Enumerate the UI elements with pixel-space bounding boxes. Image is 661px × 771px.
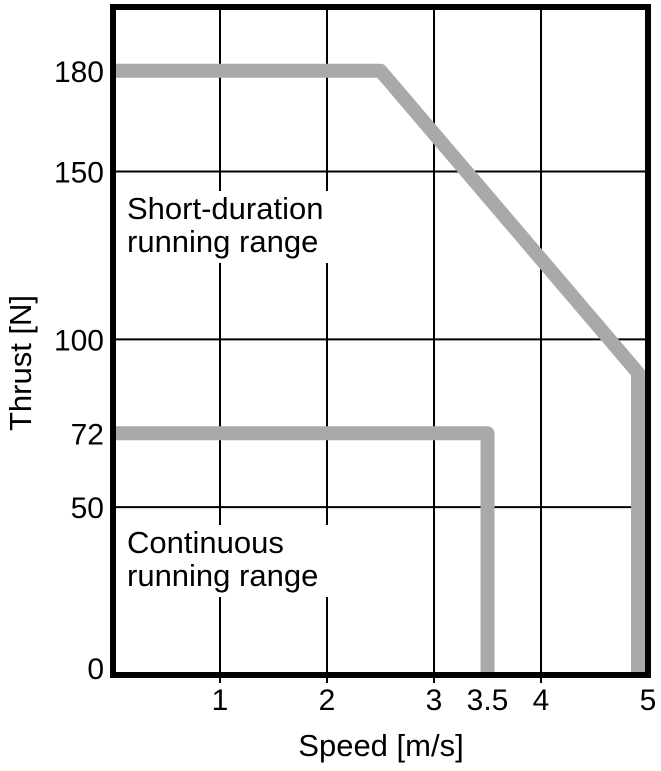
y-tick-label-180: 180 <box>54 56 104 89</box>
x-tick-label-2: 2 <box>319 684 336 717</box>
y-axis-title: Thrust [N] <box>3 295 38 431</box>
x-tick-label-3: 3 <box>426 684 443 717</box>
x-axis-title: Speed [m/s] <box>298 728 463 763</box>
short-duration-limit-line <box>116 63 645 672</box>
y-tick-label-0: 0 <box>87 653 104 686</box>
x-tick-label-1: 1 <box>212 684 229 717</box>
continuous-label-line-1: Continuous <box>127 525 284 560</box>
short-duration-label-line-1: Short-duration <box>127 191 323 226</box>
y-tick-label-100: 100 <box>54 324 104 357</box>
y-tick-label-150: 150 <box>54 156 104 189</box>
x-tick-label-4: 4 <box>533 684 550 717</box>
continuous-label-mask <box>120 525 358 597</box>
continuous-label-line-2: running range <box>127 558 318 593</box>
y-tick-label-50: 50 <box>71 492 104 525</box>
continuous-limit-line <box>116 426 495 672</box>
x-tick-label-5: 5 <box>640 684 657 717</box>
short-duration-label-mask <box>120 191 358 263</box>
short-duration-label-line-2: running range <box>127 224 318 259</box>
y-tick-label-72: 72 <box>71 418 104 451</box>
x-tick-label-3.5: 3.5 <box>467 684 509 717</box>
